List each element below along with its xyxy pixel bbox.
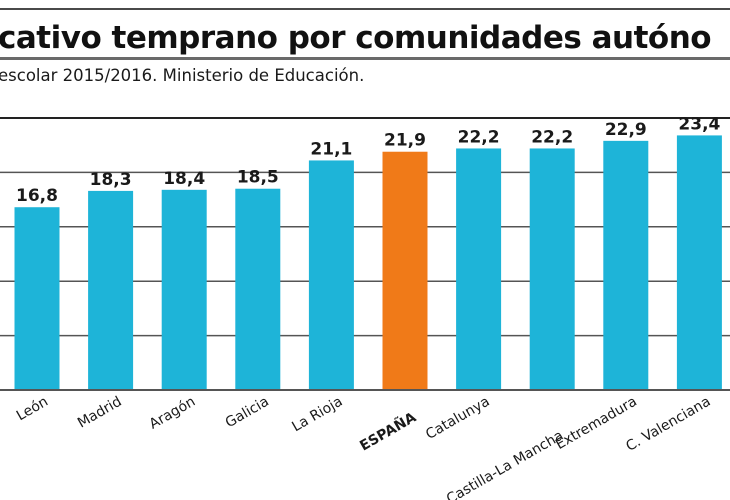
category-label: ESPAÑA	[357, 409, 419, 455]
value-label: 18,4	[163, 169, 205, 189]
value-label: 18,3	[90, 170, 132, 190]
value-labels: 16,8 18,3 18,4 18,5 21,1 21,9 22,2 22,2 22,9 23,4	[16, 114, 721, 206]
value-label: 21,9	[384, 131, 426, 151]
category-label: León	[14, 394, 51, 425]
category-label: Galicia	[223, 394, 272, 432]
value-label: 18,5	[237, 168, 279, 188]
bar-aragón	[161, 189, 207, 390]
bar-castilla-la-mancha	[529, 148, 575, 390]
value-label: 22,2	[531, 127, 573, 147]
bar-españa	[382, 151, 428, 390]
category-label: Castilla-La Mancha	[444, 428, 566, 500]
value-label: 22,2	[458, 127, 500, 147]
bar-c-valenciana	[676, 135, 722, 390]
chart-subtitle: escolar 2015/2016. Ministerio de Educaci…	[0, 66, 365, 85]
bar-catalunya	[456, 148, 502, 390]
chart-title: cativo temprano por comunidades autóno	[0, 20, 712, 56]
category-labels: León Madrid Aragón Galicia La Rioja ESPAÑA Cat…	[14, 394, 714, 500]
bar-la-rioja	[308, 160, 354, 390]
value-label: 22,9	[605, 120, 647, 140]
bar-extremadura	[603, 140, 649, 390]
bar-galicia	[235, 188, 281, 390]
value-label: 21,1	[310, 139, 352, 159]
bar-león	[14, 207, 60, 390]
bars	[0, 135, 730, 391]
value-label: 23,4	[678, 114, 720, 134]
category-label: Catalunya	[423, 394, 492, 443]
category-label: Madrid	[75, 394, 125, 432]
title-band: cativo temprano por comunidades autóno	[0, 8, 730, 60]
value-label: 16,8	[16, 186, 58, 206]
bar-madrid	[88, 190, 134, 390]
category-label: La Rioja	[289, 394, 345, 436]
category-label: Aragón	[147, 394, 199, 433]
